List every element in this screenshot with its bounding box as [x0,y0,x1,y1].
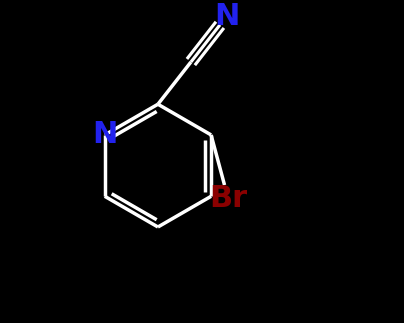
Text: N: N [214,2,240,31]
Text: Br: Br [209,184,247,213]
Text: N: N [92,120,118,150]
